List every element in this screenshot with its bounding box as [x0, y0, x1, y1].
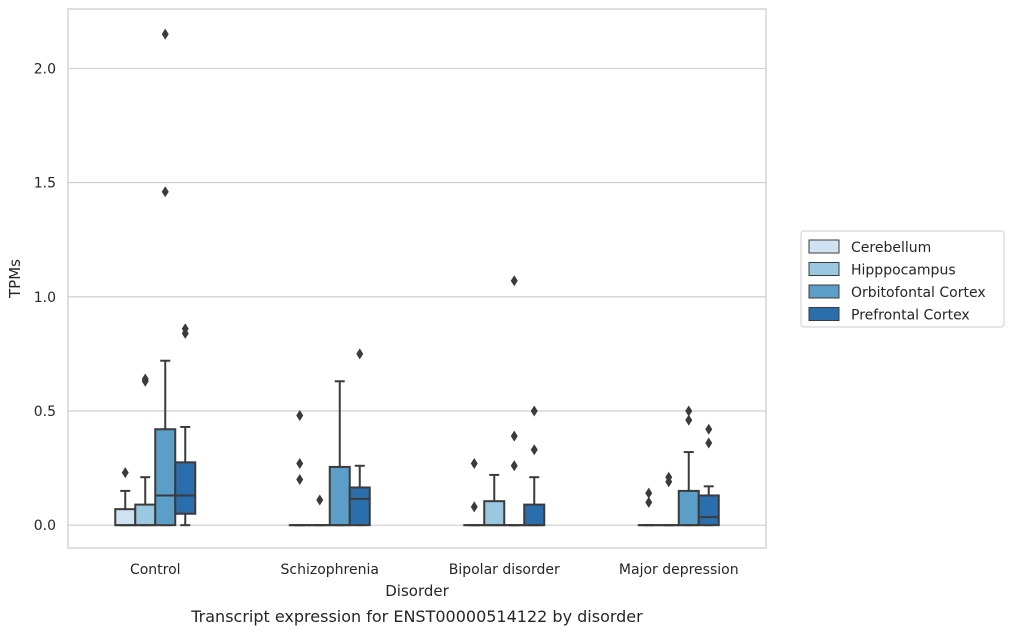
outlier-point: [296, 473, 304, 485]
x-tick-label: Bipolar disorder: [449, 562, 560, 578]
outlier-point: [510, 460, 518, 472]
x-axis-ticks: Control Schizophrenia Bipolar disorder Majo…: [130, 562, 739, 578]
outlier-point: [705, 437, 713, 449]
outlier-point: [685, 405, 693, 417]
outlier-point: [356, 348, 364, 360]
outlier-point: [296, 410, 304, 422]
y-tick-label: 0.5: [34, 404, 56, 420]
legend-label: Orbitofontal Cortex: [851, 285, 986, 301]
x-axis-title: Disorder: [385, 582, 449, 600]
y-tick-label: 1.0: [34, 290, 56, 306]
box-2-0: [463, 457, 486, 527]
box-2-3: [523, 405, 546, 527]
plot-frame: [67, 8, 767, 549]
box-iqr: [328, 465, 351, 527]
outlier-point: [141, 375, 149, 387]
box-iqr: [483, 500, 506, 527]
box-3-0: [637, 487, 660, 527]
box-0-3: [174, 323, 197, 527]
legend-swatch: [808, 262, 840, 276]
outlier-point: [470, 457, 478, 469]
x-tick-label: Control: [130, 562, 181, 578]
box-iqr: [348, 486, 371, 527]
box-0-1: [134, 373, 157, 527]
outlier-point: [181, 327, 189, 339]
box-1-3: [348, 348, 371, 527]
y-axis-ticks: 0.0 0.5 1.0 1.5 2.0: [34, 61, 56, 534]
box-1-1: [308, 494, 331, 527]
outlier-point: [510, 430, 518, 442]
outlier-point: [665, 476, 673, 488]
legend-label: Prefrontal Cortex: [851, 308, 970, 324]
outlier-point: [705, 423, 713, 435]
y-axis-title: TPMs: [6, 259, 24, 299]
outlier-point: [530, 444, 538, 456]
outlier-point: [161, 186, 169, 198]
y-tick-label: 2.0: [34, 61, 56, 77]
legend-label: Hipppocampus: [851, 263, 956, 279]
box-3-2: [677, 405, 700, 527]
outlier-point: [645, 487, 653, 499]
plot-boxes: [114, 28, 720, 527]
box-3-1: [657, 471, 680, 527]
box-iqr: [677, 489, 700, 527]
legend-label: Cerebellum: [851, 240, 931, 256]
box-iqr: [114, 508, 137, 527]
outlier-point: [645, 496, 653, 508]
box-iqr: [154, 428, 177, 527]
box-0-2: [154, 28, 177, 527]
box-3-3: [697, 423, 720, 527]
outlier-point: [685, 414, 693, 426]
x-tick-label: Major depression: [619, 562, 739, 578]
outlier-point: [530, 405, 538, 417]
outlier-point: [121, 467, 129, 479]
outlier-point: [470, 501, 478, 513]
box-1-0: [288, 410, 311, 527]
box-iqr: [697, 494, 720, 527]
x-tick-label: Schizophrenia: [281, 562, 379, 578]
outlier-point: [510, 275, 518, 287]
outlier-point: [316, 494, 324, 506]
y-tick-label: 0.0: [34, 518, 56, 534]
legend: Cerebellum Hipppocampus Orbitofontal Corte…: [800, 230, 1005, 328]
outlier-point: [161, 28, 169, 40]
legend-swatch: [808, 239, 840, 254]
box-0-0: [114, 467, 137, 527]
legend-swatch: [808, 284, 840, 299]
chart-caption: Transcript expression for ENST0000051412…: [190, 607, 643, 626]
y-tick-label: 1.5: [34, 176, 56, 192]
box-2-2: [503, 275, 526, 527]
box-1-2: [328, 380, 351, 527]
box-iqr: [174, 461, 197, 515]
legend-box: [800, 230, 1005, 328]
box-2-1: [483, 473, 506, 527]
legend-swatch: [808, 307, 840, 321]
outlier-point: [296, 457, 304, 469]
box-iqr: [134, 503, 157, 527]
box-iqr: [523, 503, 546, 527]
